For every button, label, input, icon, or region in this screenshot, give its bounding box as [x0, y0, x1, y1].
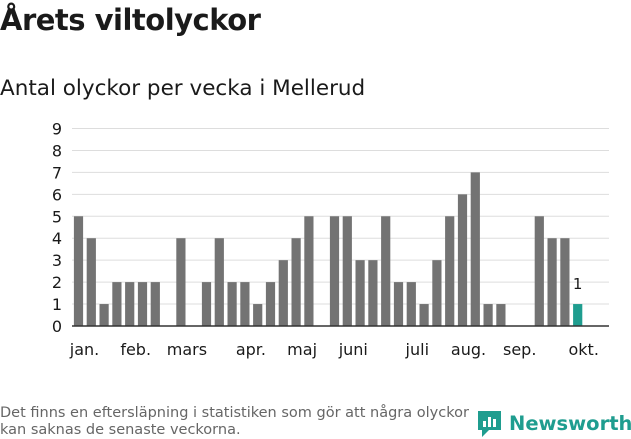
x-tick-label: maj [287, 340, 317, 359]
x-tick-label: okt. [568, 340, 598, 359]
bar [112, 282, 122, 326]
bar-highlight [573, 304, 583, 326]
y-tick-label: 3 [52, 251, 62, 270]
bar [381, 216, 391, 326]
bar [291, 238, 301, 326]
y-tick-label: 7 [52, 163, 62, 182]
bar [432, 260, 442, 326]
y-tick-label: 5 [52, 207, 62, 226]
bar-chart: 0 1 2 3 4 5 6 7 8 9 1 jan. feb. mars apr. maj juni juli au… [52, 120, 609, 359]
x-tick-label: juli [405, 340, 429, 359]
bar [342, 216, 352, 326]
chart-title: Årets viltolyckor [0, 3, 261, 37]
bar [304, 216, 314, 326]
newsworthy-logo-icon [478, 410, 501, 437]
bar [278, 260, 288, 326]
bar [86, 238, 96, 326]
x-tick-label: jan. [69, 340, 99, 359]
y-tick-label: 6 [52, 185, 62, 204]
bar [457, 194, 468, 326]
x-tick-label: mars [167, 340, 207, 359]
bar [125, 282, 135, 326]
bar [355, 260, 365, 326]
bar [265, 282, 276, 326]
bar [560, 238, 570, 326]
bar [406, 282, 416, 326]
bar [214, 238, 224, 326]
y-tick-label: 8 [52, 141, 62, 160]
bar [445, 216, 455, 326]
bar [253, 304, 263, 326]
y-tick-label: 4 [52, 229, 62, 248]
y-tick-label: 9 [52, 120, 62, 139]
bar [201, 282, 212, 326]
bar [150, 282, 160, 326]
bar [176, 238, 186, 326]
bar [470, 172, 480, 326]
x-tick-label: sep. [503, 340, 536, 359]
brand-logo[interactable]: Newsworthy [476, 408, 631, 438]
x-tick-label: apr. [236, 340, 266, 359]
y-tick-label: 2 [52, 273, 62, 292]
bar [227, 282, 237, 326]
bar [483, 304, 493, 326]
footnote: Det finns en eftersläpning i statistiken… [0, 405, 469, 438]
chart-subtitle: Antal olyckor per vecka i Mellerud [0, 76, 366, 101]
bar [329, 216, 340, 326]
x-tick-label: aug. [451, 340, 486, 359]
bar [393, 282, 404, 326]
brand-name: Newsworthy [509, 411, 631, 435]
y-tick-label: 1 [52, 295, 62, 314]
data-label: 1 [573, 275, 583, 293]
bar [534, 216, 544, 326]
bar [547, 238, 557, 326]
x-tick-label: feb. [120, 340, 151, 359]
bar [240, 282, 250, 326]
bar [99, 304, 109, 326]
bar [419, 304, 429, 326]
bar [73, 216, 84, 326]
y-tick-label: 0 [52, 317, 62, 336]
x-tick-label: juni [338, 340, 368, 359]
bar [496, 304, 506, 326]
bar [368, 260, 378, 326]
bar [137, 282, 148, 326]
